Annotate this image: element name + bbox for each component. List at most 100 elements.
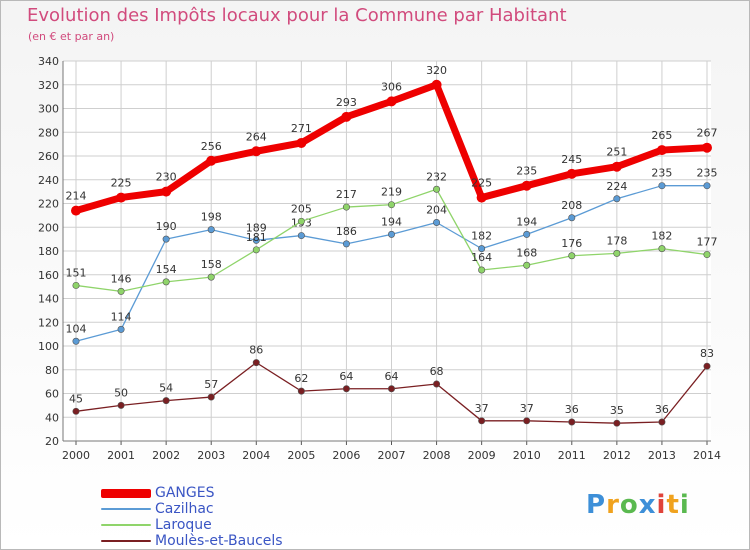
data-label: 235 — [697, 167, 718, 180]
data-label: 204 — [426, 204, 447, 217]
data-label: 235 — [651, 167, 672, 180]
data-label: 232 — [426, 170, 447, 183]
legend-item: Cazilhac — [101, 501, 283, 517]
data-label: 251 — [606, 146, 627, 159]
data-label: 68 — [430, 365, 444, 378]
data-point — [207, 393, 215, 401]
x-tick-label: 2012 — [603, 449, 631, 462]
data-label: 45 — [69, 392, 83, 405]
data-label: 271 — [291, 122, 312, 135]
data-point — [387, 201, 395, 209]
legend-label: GANGES — [155, 485, 215, 501]
data-point — [386, 96, 397, 107]
x-tick-label: 2009 — [468, 449, 496, 462]
data-label: 219 — [381, 186, 402, 199]
legend-swatch — [101, 524, 151, 526]
x-tick-label: 2003 — [197, 449, 225, 462]
logo-letter: o — [619, 490, 639, 520]
data-label: 182 — [471, 230, 492, 243]
data-point — [521, 180, 532, 191]
data-point — [523, 417, 531, 425]
data-label: 198 — [201, 211, 222, 224]
data-label: 36 — [655, 403, 669, 416]
logo-letter: x — [638, 490, 657, 520]
y-tick-label: 300 — [38, 103, 59, 116]
data-label: 230 — [156, 171, 177, 184]
x-tick-label: 2002 — [152, 449, 180, 462]
data-label: 189 — [246, 221, 267, 234]
data-point — [658, 418, 666, 426]
data-point — [251, 146, 262, 157]
data-label: 36 — [565, 403, 579, 416]
y-tick-label: 180 — [38, 245, 59, 258]
data-point — [703, 362, 711, 370]
data-point — [387, 230, 395, 238]
x-tick-label: 2004 — [242, 449, 270, 462]
data-label: 178 — [606, 234, 627, 247]
data-point — [341, 111, 352, 122]
data-label: 194 — [381, 215, 402, 228]
data-label: 54 — [159, 382, 173, 395]
data-label: 50 — [114, 386, 128, 399]
x-tick-label: 2010 — [513, 449, 541, 462]
series-laroque: 151 146 154 158 181 205 217 219 232 164 168 176 178 1… — [66, 170, 718, 295]
data-label: 35 — [610, 404, 624, 417]
legend-label: Cazilhac — [155, 501, 214, 517]
data-label: 235 — [516, 165, 537, 178]
legend-swatch — [101, 508, 151, 510]
data-label: 177 — [697, 236, 718, 249]
legend-swatch — [101, 540, 151, 542]
data-point — [296, 137, 307, 148]
data-label: 217 — [336, 188, 357, 201]
data-point — [117, 287, 125, 295]
data-label: 64 — [339, 370, 353, 383]
data-point — [433, 185, 441, 193]
y-tick-label: 220 — [38, 198, 59, 211]
data-label: 86 — [249, 344, 263, 357]
x-tick-label: 2005 — [287, 449, 315, 462]
data-point — [297, 232, 305, 240]
y-tick-label: 20 — [45, 435, 59, 448]
chart-subtitle: (en € et par an) — [28, 30, 115, 43]
data-label: 265 — [651, 129, 672, 142]
data-point — [72, 281, 80, 289]
data-label: 320 — [426, 64, 447, 77]
data-label: 190 — [156, 220, 177, 233]
data-point — [207, 273, 215, 281]
data-point — [431, 79, 442, 90]
data-label: 64 — [385, 370, 399, 383]
x-tick-label: 2001 — [107, 449, 135, 462]
data-point — [252, 246, 260, 254]
data-point — [162, 278, 170, 286]
data-point — [523, 230, 531, 238]
data-label: 114 — [111, 310, 132, 323]
data-point — [568, 252, 576, 260]
logo-letter: t — [666, 490, 680, 520]
x-tick-label: 2011 — [558, 449, 586, 462]
data-label: 151 — [66, 266, 87, 279]
legend-label: Laroque — [155, 517, 212, 533]
y-tick-label: 340 — [38, 55, 59, 68]
data-point — [72, 407, 80, 415]
data-point — [297, 387, 305, 395]
x-tick-label: 2000 — [62, 449, 90, 462]
data-point — [206, 155, 217, 166]
y-tick-label: 100 — [38, 340, 59, 353]
data-point — [702, 142, 712, 153]
data-label: 267 — [697, 127, 718, 140]
x-tick-label: 2008 — [423, 449, 451, 462]
y-tick-label: 200 — [38, 221, 59, 234]
logo-letter: i — [656, 490, 667, 520]
data-label: 83 — [700, 347, 714, 360]
data-point — [72, 337, 80, 345]
data-point — [342, 385, 350, 393]
series-ganges: 214 225 230 256 264 271 293 306 320 225 235 245 251 2… — [66, 64, 718, 216]
data-label: 176 — [561, 237, 582, 250]
data-point — [658, 245, 666, 253]
data-label: 37 — [520, 402, 534, 415]
data-point — [523, 261, 531, 269]
data-label: 104 — [66, 322, 87, 335]
data-label: 194 — [516, 215, 537, 228]
data-point — [658, 182, 666, 190]
